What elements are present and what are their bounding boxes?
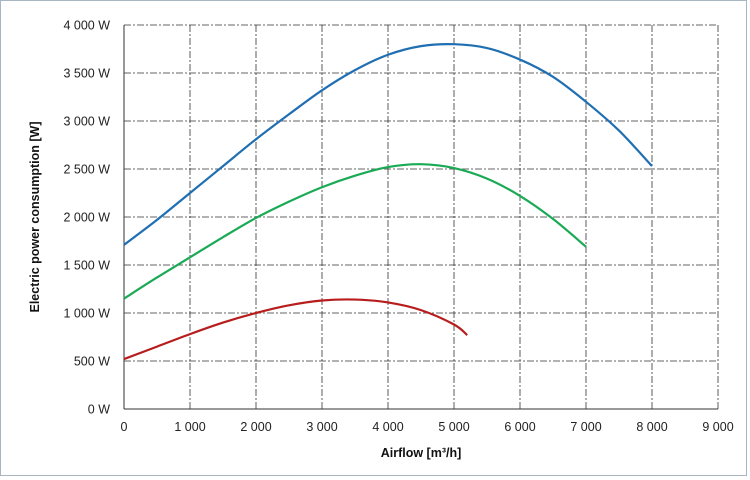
axes [123, 25, 718, 410]
y-tick-label: 0 W [88, 403, 110, 417]
y-tick-label: 2 000 W [63, 211, 110, 225]
x-axis-title: Airflow [m³/h] [381, 446, 462, 460]
x-tick-label: 2 000 [240, 420, 271, 434]
y-tick-label: 3 000 W [63, 115, 110, 129]
series-line-2 [123, 163, 587, 300]
y-tick-labels: 0 W 500 W 1 000 W 1 500 W 2 000 W 2 500 W 3 00… [63, 19, 110, 417]
y-tick-label: 1 000 W [63, 307, 110, 321]
x-tick-labels: 0 1 000 2 000 3 000 4 000 5 000 6 000 7 000 8 00… [121, 420, 734, 434]
y-tick-label: 500 W [74, 355, 110, 369]
x-tick-label: 0 [121, 420, 128, 434]
x-tick-label: 1 000 [174, 420, 205, 434]
x-tick-label: 3 000 [306, 420, 337, 434]
x-tick-label: 8 000 [636, 420, 667, 434]
x-tick-label: 5 000 [438, 420, 469, 434]
series-line-3 [123, 298, 468, 361]
y-axis-title: Electric power consumption [W] [28, 122, 42, 313]
x-tick-label: 6 000 [504, 420, 535, 434]
series-line-1 [123, 43, 653, 246]
x-tick-label: 4 000 [372, 420, 403, 434]
y-tick-label: 1 500 W [63, 259, 110, 273]
x-tick-label: 9 000 [702, 420, 733, 434]
grid [124, 24, 719, 409]
y-tick-label: 4 000 W [63, 19, 110, 33]
x-tick-label: 7 000 [570, 420, 601, 434]
series-layer [123, 43, 653, 361]
y-tick-label: 3 500 W [63, 67, 110, 81]
y-tick-label: 2 500 W [63, 163, 110, 177]
